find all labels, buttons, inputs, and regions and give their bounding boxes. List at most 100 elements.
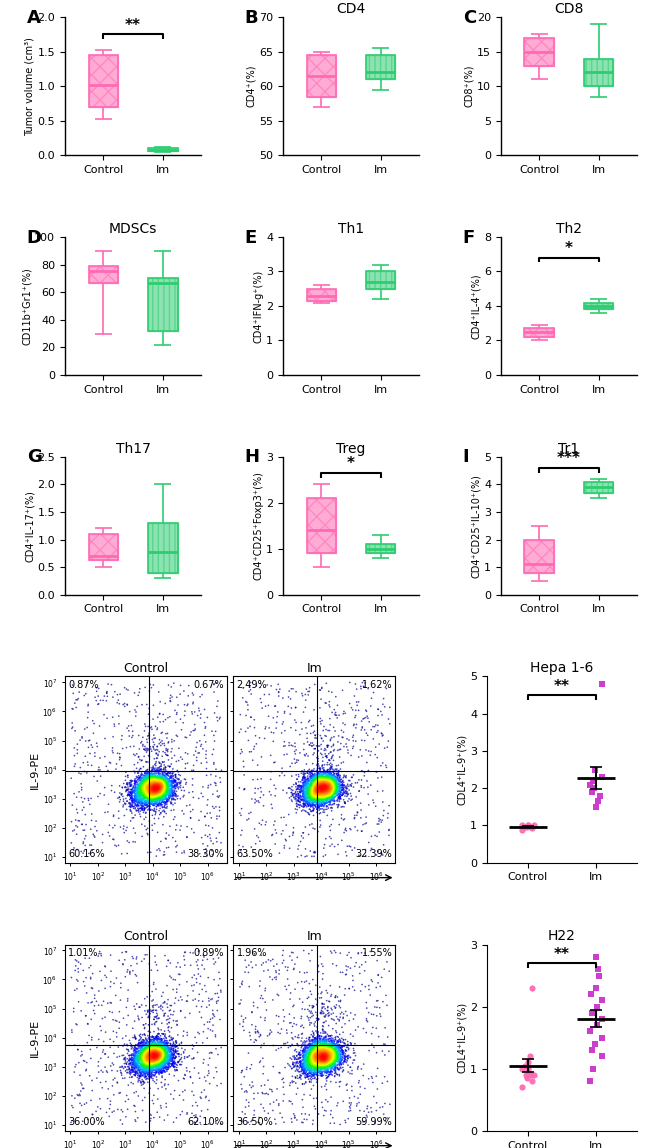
Point [311, 1048, 321, 1066]
Point [307, 1034, 318, 1053]
Point [313, 1038, 323, 1056]
Point [325, 791, 335, 809]
Point [139, 1047, 150, 1065]
Point [159, 1058, 169, 1077]
Point [257, 810, 268, 829]
Point [326, 1038, 336, 1056]
Point [300, 1038, 310, 1056]
Point [320, 775, 330, 793]
Point [322, 999, 333, 1017]
Point [357, 822, 367, 840]
Point [292, 791, 303, 809]
Point [318, 1056, 328, 1075]
Point [142, 1045, 152, 1063]
Point [137, 778, 148, 797]
Point [149, 793, 159, 812]
Point [294, 1063, 305, 1081]
Point [149, 1063, 159, 1081]
Point [328, 777, 338, 796]
Point [140, 1060, 151, 1078]
Point [132, 1069, 142, 1087]
Point [317, 1056, 327, 1075]
Point [304, 1035, 314, 1054]
Point [144, 1052, 155, 1070]
Point [343, 1046, 354, 1064]
Point [315, 791, 326, 809]
Point [307, 1054, 317, 1072]
Point [303, 779, 313, 798]
Point [68, 676, 78, 695]
Point [311, 1053, 321, 1071]
Point [526, 1072, 537, 1091]
Point [140, 1045, 151, 1063]
Point [317, 1031, 328, 1049]
Point [155, 1060, 165, 1078]
Point [150, 785, 160, 804]
Point [132, 778, 142, 797]
Point [322, 773, 332, 791]
Point [329, 773, 339, 791]
Point [307, 786, 318, 805]
Point [146, 785, 156, 804]
Point [308, 799, 318, 817]
Point [310, 1047, 320, 1065]
Point [296, 773, 306, 791]
Point [125, 798, 136, 816]
Point [284, 789, 294, 807]
Point [118, 820, 129, 838]
Point [156, 779, 166, 798]
Point [312, 788, 322, 806]
Point [127, 1063, 138, 1081]
Point [157, 1047, 167, 1065]
Point [315, 1026, 325, 1045]
Point [316, 777, 326, 796]
Point [308, 778, 318, 797]
Point [171, 777, 181, 796]
Point [153, 792, 163, 810]
Point [162, 798, 172, 816]
Point [315, 782, 325, 800]
Point [135, 1066, 145, 1085]
Point [148, 1047, 159, 1065]
Point [298, 823, 308, 841]
Point [374, 1027, 384, 1046]
Point [145, 1050, 155, 1069]
Point [322, 791, 332, 809]
Point [136, 1044, 147, 1062]
Point [148, 785, 158, 804]
Point [308, 1044, 318, 1062]
Point [309, 786, 319, 805]
Point [159, 762, 170, 781]
Point [165, 1042, 176, 1061]
Point [335, 785, 346, 804]
Point [324, 781, 334, 799]
Point [148, 1038, 158, 1056]
Point [295, 786, 306, 805]
Point [124, 785, 134, 804]
Point [313, 784, 324, 802]
Point [146, 773, 157, 791]
Point [164, 776, 175, 794]
Point [157, 1040, 167, 1058]
Point [149, 1035, 159, 1054]
Point [324, 709, 335, 728]
Point [171, 1042, 181, 1061]
Point [302, 1038, 313, 1056]
Point [151, 774, 161, 792]
Point [162, 1040, 173, 1058]
Point [147, 1052, 157, 1070]
Point [138, 1058, 149, 1077]
Point [106, 782, 116, 800]
Point [298, 797, 309, 815]
Point [309, 1063, 320, 1081]
Point [142, 1065, 153, 1084]
Point [135, 792, 146, 810]
Point [315, 1050, 325, 1069]
Point [135, 779, 145, 798]
Point [144, 786, 154, 805]
Bar [88, 534, 118, 560]
Point [316, 690, 326, 708]
Point [148, 1046, 159, 1064]
Point [142, 781, 152, 799]
Point [145, 1048, 155, 1066]
